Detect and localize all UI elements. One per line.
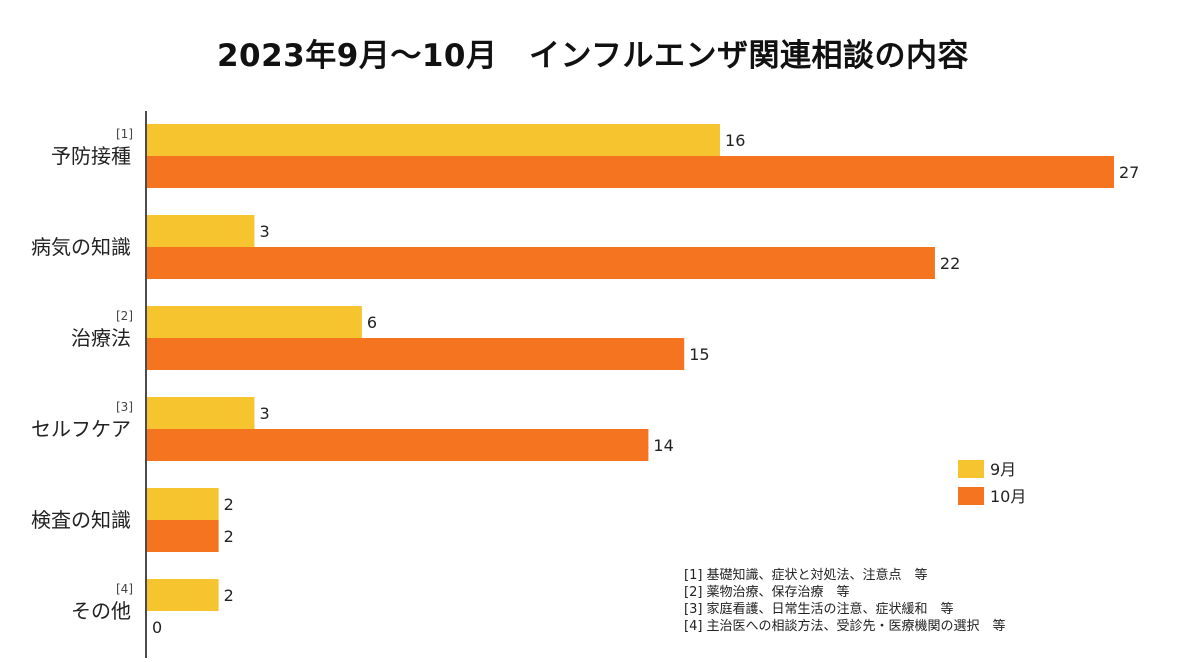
chart-title: 2023年9月～10月 インフルエンザ関連相談の内容 [216, 38, 970, 74]
data-label: 3 [259, 222, 269, 241]
data-label: 3 [259, 404, 269, 423]
data-label: 2 [224, 527, 234, 546]
data-label: 14 [653, 436, 673, 455]
bar-oct [147, 156, 1114, 188]
category-note: [4] [116, 582, 133, 596]
data-label: 15 [689, 345, 709, 364]
bar-sep [147, 306, 362, 338]
footnote-2: [2] 薬物治療、保存治療 等 [684, 585, 850, 600]
footnote-4: [4] 主治医への相談方法、受診先・医療機関の選択 等 [684, 619, 1006, 634]
legend-swatch [958, 487, 984, 505]
bar-sep [147, 488, 219, 520]
category-note: [1] [116, 127, 133, 141]
data-label: 6 [367, 313, 377, 332]
bar-sep [147, 124, 721, 156]
footnotes: [1] 基礎知識、症状と対処法、注意点 等 [2] 薬物治療、保存治療 等 [3… [684, 567, 1006, 635]
bar-oct [147, 338, 685, 370]
data-label: 0 [152, 618, 162, 637]
legend-label: 9月 [990, 460, 1016, 479]
data-label: 16 [725, 131, 745, 150]
legend-label: 10月 [990, 487, 1026, 506]
data-label: 2 [224, 586, 234, 605]
bar-oct [147, 247, 935, 279]
footnote-3: [3] 家庭看護、日常生活の注意、症状緩和 等 [684, 602, 954, 617]
bar-sep [147, 579, 219, 611]
legend-swatch [958, 460, 984, 478]
category-label: 治療法 [71, 326, 131, 350]
footnote-1: [1] 基礎知識、症状と対処法、注意点 等 [684, 568, 928, 583]
bar-sep [147, 397, 255, 429]
category-label: セルフケア [31, 417, 131, 441]
bar-oct [147, 520, 219, 552]
data-label: 27 [1119, 163, 1139, 182]
data-label: 22 [940, 254, 960, 273]
category-note: [2] [116, 309, 133, 323]
bar-sep [147, 215, 255, 247]
category-label: 予防接種 [51, 144, 131, 168]
bar-oct [147, 429, 649, 461]
category-label: 検査の知識 [31, 508, 131, 532]
category-label: その他 [71, 599, 131, 623]
data-label: 2 [224, 495, 234, 514]
category-label: 病気の知識 [31, 235, 131, 259]
category-note: [3] [116, 400, 133, 414]
